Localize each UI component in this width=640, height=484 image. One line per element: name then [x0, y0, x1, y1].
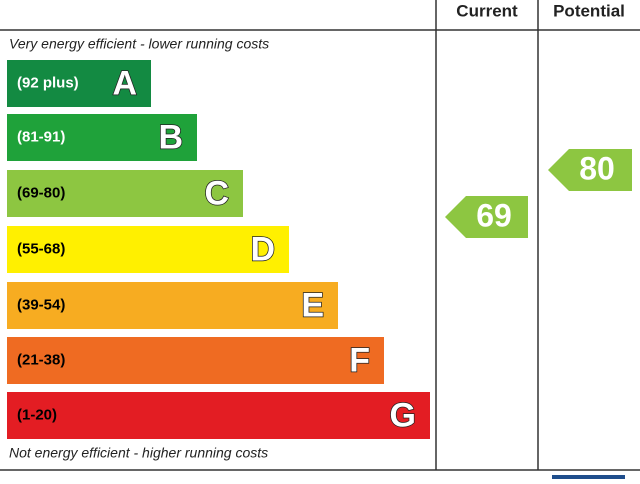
top-note: Very energy efficient - lower running co… [9, 36, 269, 52]
band-bar [7, 337, 384, 384]
band-letter: G [390, 396, 416, 434]
band-bar [7, 170, 243, 217]
band-letter: F [349, 341, 370, 379]
band-range: (69-80) [17, 184, 65, 201]
band-bar [7, 392, 430, 439]
band-letter: B [158, 118, 183, 156]
bands: (92 plus) A (81-91) B (69-80) C (55-68) D (39-54… [7, 60, 430, 439]
band-range: (1-20) [17, 406, 57, 423]
band-letter: C [204, 174, 229, 212]
potential-value: 80 [579, 150, 615, 186]
header-current: Current [456, 1, 518, 20]
band-range: (55-68) [17, 240, 65, 257]
band-bar [7, 282, 338, 329]
band-range: (39-54) [17, 296, 65, 313]
band-letter: E [301, 286, 324, 324]
band-range: (81-91) [17, 128, 65, 145]
band-letter: D [250, 230, 275, 268]
band-bar [7, 226, 289, 273]
frame [0, 0, 640, 471]
potential-arrow [548, 149, 632, 191]
current-arrow [445, 196, 528, 238]
band-range: (92 plus) [17, 74, 79, 91]
bottom-note: Not energy efficient - higher running co… [9, 445, 268, 461]
header-potential: Potential [553, 1, 625, 20]
current-value: 69 [476, 197, 512, 233]
band-letter: A [112, 64, 137, 102]
band-range: (21-38) [17, 351, 65, 368]
band-bar [7, 60, 151, 107]
band-bar [7, 114, 197, 161]
